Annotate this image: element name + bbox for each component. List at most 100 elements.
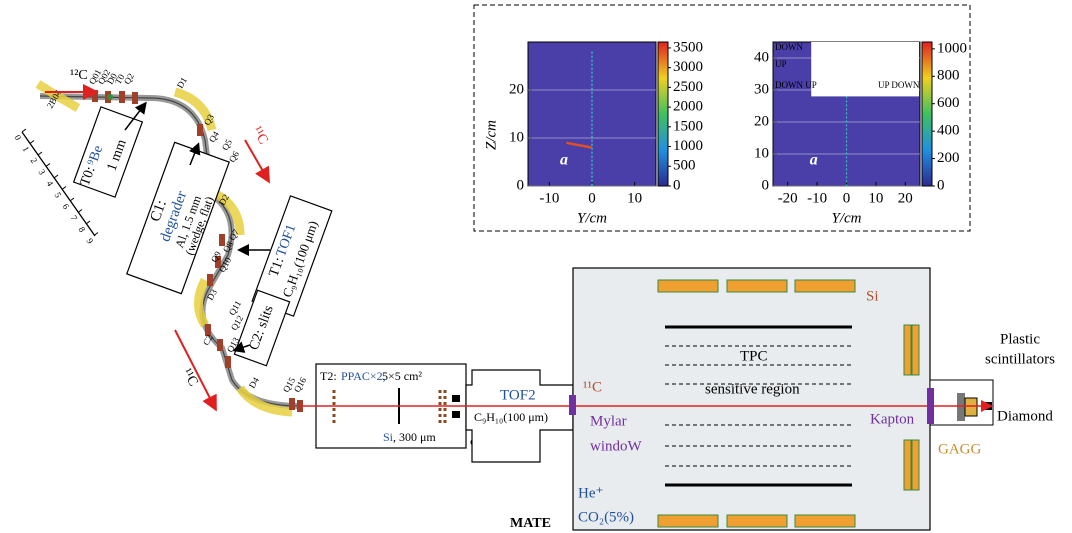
quadrupole [207, 274, 213, 286]
scale-label: 8 [76, 225, 87, 234]
y-tick-label: 10 [509, 129, 524, 145]
quadrupole [132, 92, 138, 104]
label: windoW [590, 438, 643, 454]
si-detector [795, 280, 855, 292]
scale-label: 3 [36, 168, 47, 177]
axis-label: Z/cm [483, 120, 499, 150]
colorbar-label: 400 [937, 123, 960, 139]
beam-label: ¹¹C [249, 124, 271, 147]
label: MATE [510, 516, 551, 531]
colorbar-label: 0 [937, 177, 945, 193]
scale-tick [22, 129, 26, 132]
x-tick-label: -10 [539, 190, 559, 206]
tag: UP [775, 59, 787, 69]
x-tick-label: 10 [868, 190, 883, 206]
setup-diagram: 2B04Q01Q02D0T0Q2D1Q3Q4Q5Q6D2Q7Q8Q9Q10D3Q… [0, 0, 1072, 533]
element-label: Q4 [207, 129, 221, 144]
label: TOF2 [500, 387, 536, 403]
si-detector [912, 440, 919, 490]
colorbar-label: 800 [937, 68, 960, 84]
scale-tick [30, 141, 34, 144]
y-tick-label: 40 [754, 49, 769, 65]
colorbar-label: 200 [937, 150, 960, 166]
scale-label: 0 [12, 133, 23, 142]
si-detector [904, 325, 911, 375]
si-detector [912, 325, 919, 375]
scale-label: 5 [52, 191, 63, 200]
label: C₉H₁₀(100 μm) [474, 410, 548, 424]
element-label: Q16 [292, 375, 309, 394]
scale-label: 4 [44, 179, 55, 188]
scale-tick [86, 221, 90, 224]
quadrupole [289, 398, 295, 410]
x-tick-label: 0 [843, 190, 851, 206]
plastic [965, 398, 977, 416]
quadrupole [119, 91, 125, 103]
label: scintillators [985, 351, 1055, 367]
label: 5×5 cm² [382, 369, 422, 383]
colorbar [658, 42, 668, 186]
element-label: Q12 [229, 314, 245, 332]
x-tick-label: -10 [807, 190, 827, 206]
scale-tick [62, 187, 66, 190]
scale-tick [54, 175, 58, 178]
label: sensitive region [705, 381, 800, 397]
label: GAGG [938, 441, 981, 457]
label: TPC [740, 348, 768, 364]
si-detector [658, 280, 718, 292]
beam-label: ¹²C [70, 68, 88, 83]
element-label: Q2 [122, 72, 136, 87]
label: Kapton [870, 411, 915, 427]
quadrupole [197, 124, 203, 136]
colorbar-label: 1000 [937, 40, 967, 56]
scale-label: 2 [28, 156, 39, 165]
tag: UP DOWN [878, 80, 920, 90]
y-tick-label: 0 [517, 177, 525, 193]
beam-label: ¹¹C [179, 366, 201, 389]
label: Diamond [997, 408, 1053, 424]
label: CO₂(5%) [578, 509, 634, 525]
si-detector [727, 515, 787, 527]
scale-tick [78, 210, 82, 213]
quadrupole [217, 339, 223, 351]
colorbar-label: 2000 [673, 99, 703, 115]
colorbar-label: 500 [673, 158, 696, 174]
kapton-window [927, 388, 934, 424]
x-tick-label: 20 [898, 190, 913, 206]
colorbar-label: 1000 [673, 138, 703, 154]
label: PPAC×2, [341, 369, 386, 383]
y-tick-label: 20 [509, 81, 524, 97]
c2-box: C2: slits [234, 290, 289, 366]
tag: DOWN UP [775, 80, 817, 90]
element-label: Q11 [227, 299, 243, 317]
colorbar-label: 3500 [673, 39, 703, 55]
beam-arrow [245, 140, 268, 180]
label: T2: [320, 369, 337, 383]
element-label: D1 [175, 76, 189, 91]
y-tick-label: 20 [754, 113, 769, 129]
x-tick-label: 10 [627, 190, 642, 206]
axis-label: Y/cm [832, 210, 862, 226]
scale-label: 7 [68, 214, 79, 223]
colorbar-label: 3000 [673, 59, 703, 75]
label: Si [866, 288, 879, 304]
scale-label: 9 [84, 237, 95, 246]
scale-tick [70, 198, 74, 201]
x-tick-label: -20 [778, 190, 798, 206]
scale-tick [94, 233, 98, 236]
event-marker: a [810, 152, 818, 169]
label: ¹¹C [583, 379, 602, 395]
x-tick-label: 0 [588, 190, 596, 206]
quadrupole [225, 356, 231, 368]
y-tick-label: 0 [762, 177, 770, 193]
collimator [452, 411, 460, 418]
y-tick-label: 30 [754, 81, 769, 97]
gagg [957, 393, 965, 421]
label: Plastic [1000, 331, 1040, 347]
label: , 300 μm [393, 430, 436, 444]
collimator [452, 395, 460, 402]
colorbar-label: 1500 [673, 118, 703, 134]
si-detector [795, 515, 855, 527]
colorbar [922, 42, 932, 186]
